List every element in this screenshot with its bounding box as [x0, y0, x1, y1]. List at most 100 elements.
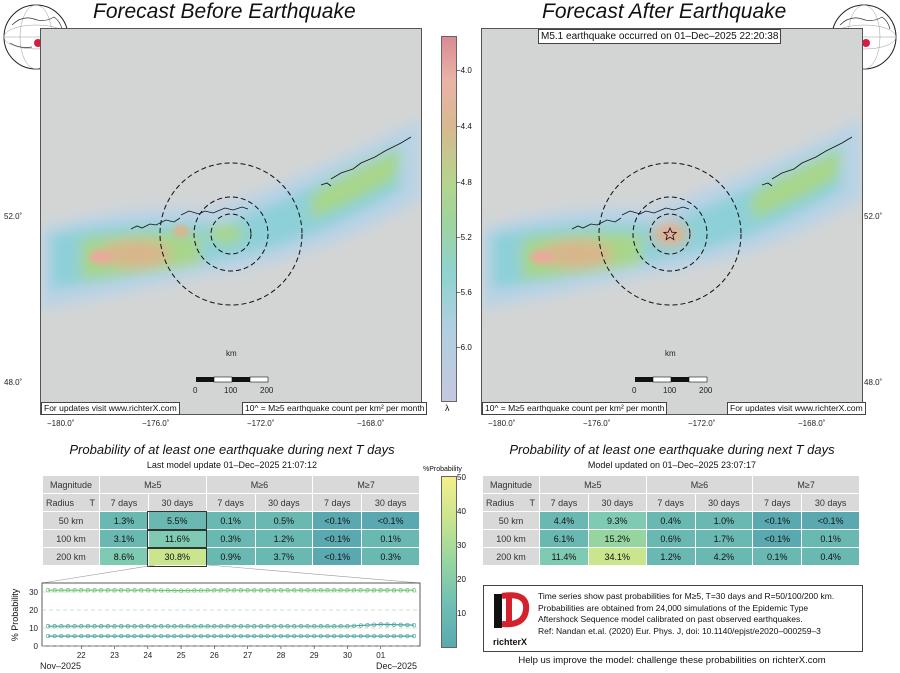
probability-table-after: Magnitude M≥5 M≥6 M≥7 Radius T 7 days 30 days 7 … [482, 475, 860, 566]
series-point [119, 588, 124, 593]
series-point [185, 588, 190, 593]
prob-cell: 30.8% [147, 546, 208, 567]
richterx-logo: richterX [488, 590, 532, 648]
x-tick-label: 22 [77, 651, 86, 660]
series-point [59, 624, 64, 629]
prob-cell: 3.7% [254, 547, 314, 566]
probability-table-before: Magnitude M≥5 M≥6 M≥7 Radius T 7 days 30 days 7 … [42, 475, 420, 567]
series-point [232, 633, 237, 639]
series-point [112, 633, 117, 639]
hdr-mag: M≥7 [312, 475, 420, 494]
y-tick-label: 10 [29, 624, 38, 633]
colorbar-tick-2: −4.8 [456, 178, 472, 187]
richterx-logo-mark [494, 592, 530, 628]
series-point [65, 633, 71, 639]
series-point [79, 624, 84, 629]
series-point [398, 633, 403, 639]
series-point [112, 588, 117, 593]
prob-cell: 0.5% [254, 511, 314, 530]
footer-link[interactable]: Help us improve the model: challenge the… [518, 655, 826, 666]
colorbar-tick-1: −4.4 [456, 122, 472, 131]
series-point [391, 588, 397, 593]
series-point [165, 633, 170, 639]
series-point [125, 624, 131, 629]
series-point [278, 633, 284, 639]
hdr-period: 7 days [752, 493, 803, 512]
series-point [185, 633, 190, 639]
series-point [119, 633, 124, 639]
scale-tick-100-right: 100 [663, 386, 677, 395]
series-point [365, 633, 370, 639]
series-point [258, 633, 264, 639]
series-point [405, 622, 410, 628]
ts-series [45, 588, 417, 639]
table-row: 200 km 11.4% 34.1% 1.2% 4.2% 0.1% 0.4% [482, 547, 860, 566]
epicenter-star [662, 226, 678, 241]
series-point [365, 588, 370, 593]
series-point [59, 633, 64, 639]
scale-tick-0-right: 0 [632, 386, 637, 395]
series-point [331, 588, 337, 593]
ts-end-label: Dec–2025 [376, 661, 418, 671]
prob-cell: 15.2% [587, 529, 647, 548]
colorbar-tick-5: −6.0 [456, 343, 472, 352]
series-point [258, 588, 264, 593]
series-point [92, 624, 97, 629]
hdr-radius-t: Radius T [42, 493, 100, 512]
prob-cell: 0.4% [801, 547, 860, 566]
hdr-radius-t: Radius T [482, 493, 540, 512]
hdr-period: 7 days [312, 493, 363, 512]
series-point [245, 624, 250, 629]
series-point [358, 623, 363, 628]
ts-yticks: 0 10 20 30 [29, 588, 38, 651]
x-tick-label: 01 [376, 651, 385, 660]
series-point [198, 624, 204, 629]
series-point [378, 622, 383, 627]
hdr-radius: Radius [486, 497, 515, 508]
series-point [132, 624, 137, 629]
series-point [52, 624, 57, 629]
series-point [285, 624, 290, 629]
prob-cell: 1.3% [99, 511, 149, 530]
hdr-mag: M≥7 [752, 475, 860, 494]
series-point [112, 624, 117, 629]
series-point [139, 633, 144, 639]
prob-cell: 0.3% [205, 529, 256, 548]
lon-tick-172-right: −172.0˚ [688, 419, 716, 428]
series-point [52, 633, 57, 639]
series-point [105, 633, 111, 639]
series-point [318, 633, 323, 639]
series-point [385, 622, 390, 627]
hdr-t: T [89, 497, 96, 508]
prob-cell: <0.1% [312, 511, 363, 530]
series-point [225, 588, 230, 593]
x-tick-label: 23 [110, 651, 119, 660]
series-point [52, 588, 57, 593]
hdr-period: 7 days [99, 493, 149, 512]
series-point [318, 624, 323, 629]
series-point [371, 633, 377, 639]
lambda-colorbar [441, 36, 457, 402]
prob-tick-10: 10 [457, 609, 466, 618]
prob-cell: 11.4% [539, 547, 589, 566]
prob-cell: 9.3% [587, 511, 647, 530]
series-point [192, 633, 197, 639]
map-before-field [41, 29, 421, 414]
prob-cell: <0.1% [801, 511, 860, 530]
radius-label: 100 km [42, 529, 100, 548]
series-point [172, 624, 177, 629]
prob-cell: 0.6% [645, 529, 696, 548]
hdr-period: 30 days [694, 493, 754, 512]
y-tick-label: 20 [29, 606, 38, 615]
series-point [278, 624, 284, 629]
series-point [265, 633, 270, 639]
series-point [252, 624, 257, 629]
prob-cell: 34.1% [587, 547, 647, 566]
series-point [198, 633, 204, 639]
radius-label: 200 km [482, 547, 540, 566]
ts-start-label: Nov–2025 [40, 661, 82, 671]
hdr-mag: M≥6 [645, 475, 754, 494]
series-point [325, 633, 330, 639]
series-point [212, 588, 217, 593]
series-point [338, 624, 343, 629]
